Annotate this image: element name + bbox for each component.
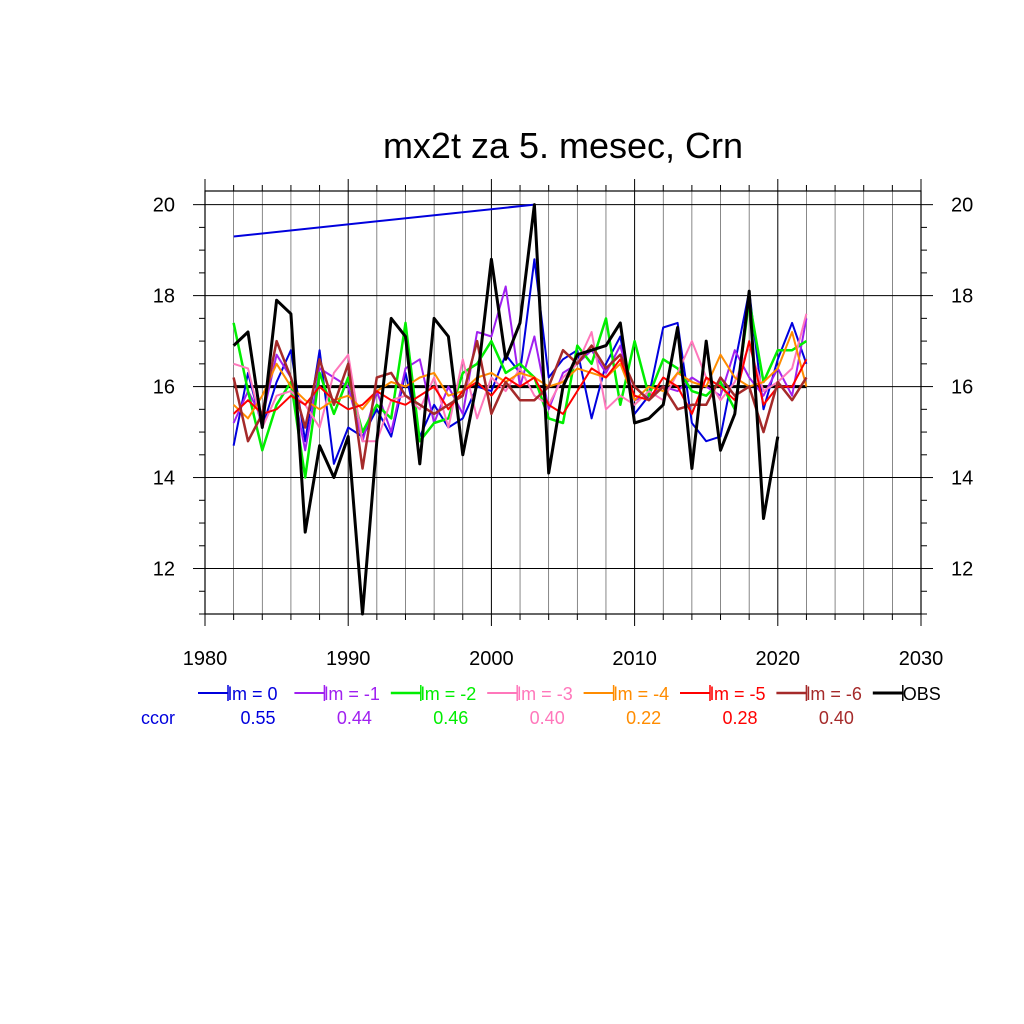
y-tick-label-right: 18 [951, 286, 973, 308]
y-tick-label-left: 18 [153, 286, 175, 308]
ccor-label: ccor [141, 708, 175, 728]
x-tick-label: 2030 [899, 648, 944, 670]
legend-entry: lm = -4 [614, 684, 670, 704]
x-tick-label: 2000 [469, 648, 514, 670]
series-line-lm-2 [232, 298, 808, 479]
series-line-lm-6 [232, 339, 808, 470]
y-tick-label-right: 12 [951, 559, 973, 581]
legend: ccor lm = 0 0.55 lm = -1 0.44 lm = -2 0.46 lm =… [141, 684, 941, 728]
y-tick-label-right: 20 [951, 195, 973, 217]
legend-ccor-value: 0.55 [240, 708, 275, 728]
x-tick-label: 1980 [183, 648, 228, 670]
chart-title: mx2t za 5. mesec, Crn [383, 125, 743, 166]
y-tick-label-left: 20 [153, 195, 175, 217]
plot-frame [204, 190, 922, 615]
legend-ccor-value: 0.28 [722, 708, 757, 728]
legend-ccor-value: 0.40 [530, 708, 565, 728]
legend-ccor-value: 0.22 [626, 708, 661, 728]
legend-entry: lm = -3 [517, 684, 573, 704]
y-tick-label-left: 14 [153, 468, 175, 490]
legend-entry: lm = -6 [806, 684, 862, 704]
y-tick-label-left: 12 [153, 559, 175, 581]
legend-entry: lm = -1 [324, 684, 380, 704]
legend-ccor-value: 0.46 [433, 708, 468, 728]
series-lm0-segment [233, 203, 535, 238]
axis-ticks [193, 179, 933, 626]
legend-entry: OBS [903, 684, 941, 704]
legend-entry: lm = -2 [421, 684, 477, 704]
legend-ccor-value: 0.44 [337, 708, 372, 728]
legend-entry: lm = -5 [710, 684, 766, 704]
legend-entry: lm = 0 [228, 684, 278, 704]
series-layer [232, 203, 808, 616]
y-tick-label-right: 14 [951, 468, 973, 490]
y-tick-label-left: 16 [153, 377, 175, 399]
x-tick-label: 2020 [756, 648, 801, 670]
legend-ccor-value: 0.40 [819, 708, 854, 728]
x-tick-label: 2010 [612, 648, 657, 670]
grid [205, 191, 921, 614]
series-line-obs [232, 203, 780, 616]
x-tick-label: 1990 [326, 648, 371, 670]
y-tick-label-right: 16 [951, 377, 973, 399]
